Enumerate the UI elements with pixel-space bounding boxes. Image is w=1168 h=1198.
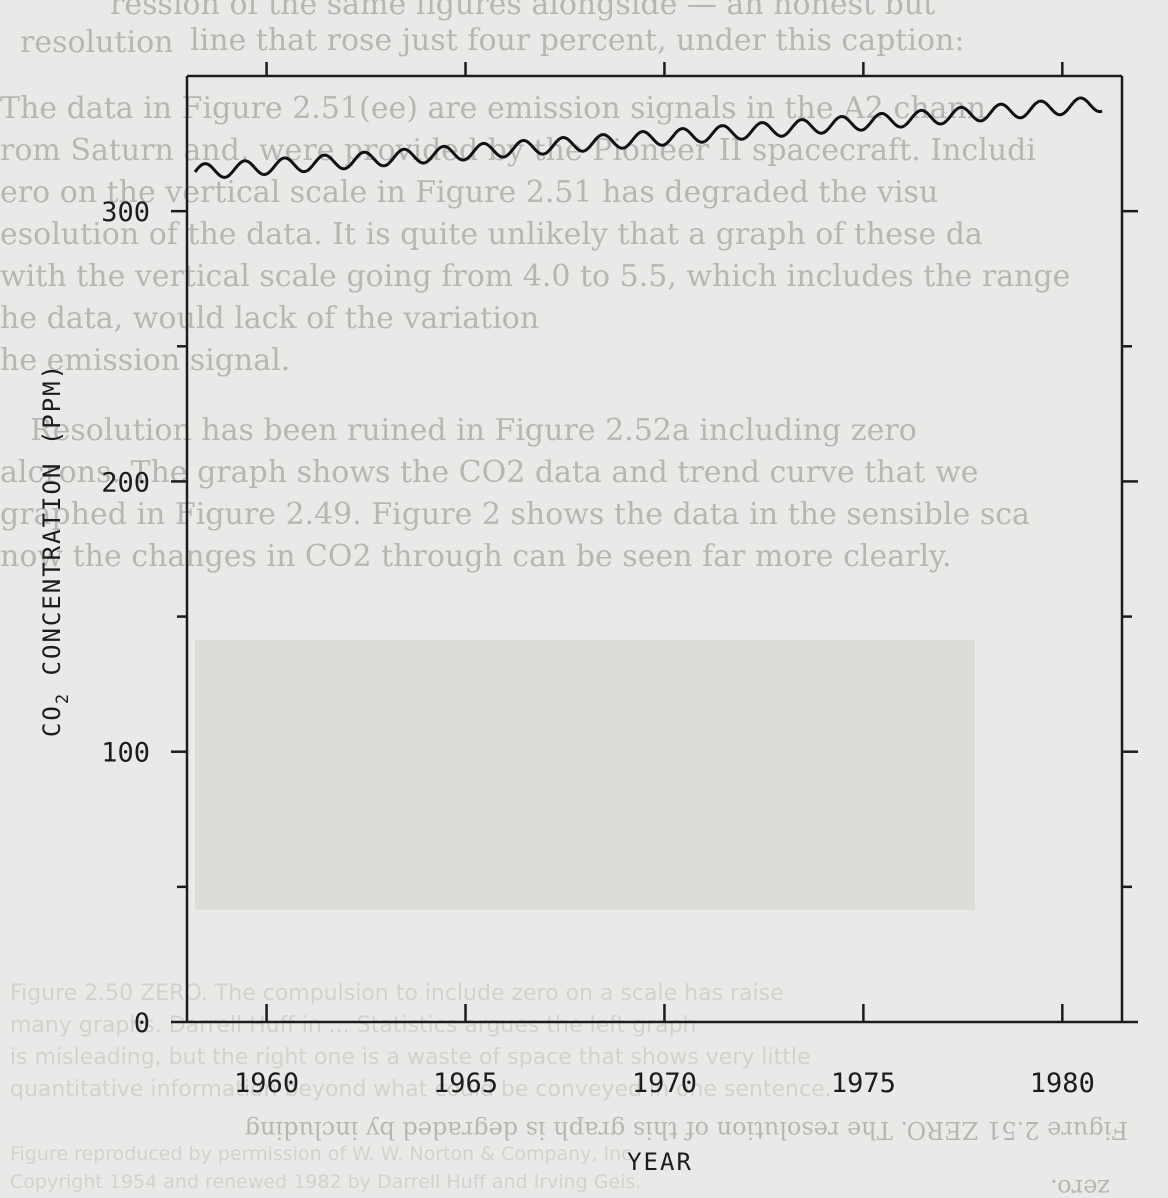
x-tick-label: 1975 (831, 1068, 896, 1099)
bleed-line: esolution of the data. It is quite unlik… (0, 217, 983, 252)
bleed-line: resolution (20, 25, 174, 60)
y-axis-title: CO2 CONCENTRATION (PPM) (38, 363, 73, 737)
bleed-line: he data, would lack of the variation (0, 301, 539, 336)
y-tick-label: 100 (101, 738, 150, 769)
bleed-inset-panel (195, 640, 975, 910)
bleed-line: alcrons. The graph shows the CO2 data an… (0, 455, 979, 490)
y-axis-title-subscript: 2 (53, 692, 73, 704)
y-axis-title-text: CO2 CONCENTRATION (PPM) (38, 363, 73, 737)
axis-tick-labels: 1960 1965 1970 1975 1980 0 100 200 300 (101, 197, 1095, 1099)
plot-axes (185, 74, 1124, 1024)
co2-series-line (193, 96, 1103, 179)
bleed-line: ression of the same figures alongside — … (110, 0, 935, 22)
mirrored-caption: Figure 2.51 ZERO. The resolution of this… (245, 1116, 1128, 1144)
bleed-line: The data in Figure 2.51(ee) are emission… (0, 91, 986, 126)
x-tick-label: 1965 (433, 1068, 498, 1099)
x-tick-label: 1960 (234, 1068, 299, 1099)
axis-ticks (171, 62, 1138, 1024)
mirrored-caption-2: zero. (1050, 1174, 1110, 1198)
y-axis-title-co: CO (38, 704, 66, 737)
bleed-line: now the changes in CO2 through can be se… (0, 539, 952, 574)
y-tick-label: 300 (101, 197, 150, 228)
y-tick-label: 0 (134, 1008, 150, 1039)
bleed-line: quantitative information beyond what cou… (10, 1077, 832, 1102)
x-tick-label: 1980 (1030, 1068, 1095, 1099)
y-tick-label: 200 (101, 467, 150, 498)
bleed-line: Copyright 1954 and renewed 1982 by Darre… (10, 1171, 641, 1193)
bleed-line: with the vertical scale going from 4.0 t… (0, 259, 1070, 294)
bleed-line: Figure 2.50 ZERO. The compulsion to incl… (10, 981, 784, 1006)
x-tick-label: 1970 (632, 1068, 697, 1099)
bleed-line: graphed in Figure 2.49. Figure 2 shows t… (0, 497, 1030, 532)
bleed-line: Resolution has been ruined in Figure 2.5… (30, 413, 917, 448)
bleed-line: is misleading, but the right one is a wa… (10, 1045, 811, 1070)
bleed-line: rom Saturn and, were provided by the Pio… (0, 133, 1036, 168)
bleed-line: many graphs. Darrell Huff in ... Statist… (10, 1013, 697, 1038)
x-axis-title: YEAR (627, 1148, 693, 1176)
bleed-through-text: ression of the same figures alongside — … (0, 0, 1128, 1198)
bleed-line: line that rose just four percent, under … (190, 23, 964, 58)
y-axis-title-rest: CONCENTRATION (PPM) (38, 363, 66, 692)
bleed-line: ero on the vertical scale in Figure 2.51… (0, 175, 938, 210)
bleed-line: he emission signal. (0, 343, 290, 378)
bleed-line: Figure reproduced by permission of W. W.… (10, 1143, 638, 1165)
